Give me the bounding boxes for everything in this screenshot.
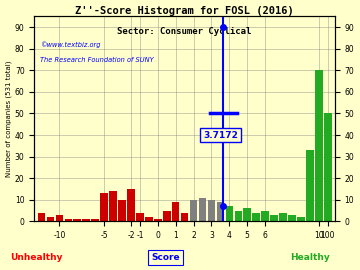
Y-axis label: Number of companies (531 total): Number of companies (531 total) — [5, 61, 12, 177]
Text: Unhealthy: Unhealthy — [10, 253, 62, 262]
Bar — [306, 150, 314, 221]
Bar — [73, 219, 81, 221]
Bar — [190, 200, 197, 221]
Bar — [252, 213, 260, 221]
Bar — [91, 219, 99, 221]
Bar — [38, 213, 45, 221]
Bar — [324, 113, 332, 221]
Bar — [270, 215, 278, 221]
Bar — [163, 211, 171, 221]
Bar — [315, 70, 323, 221]
Bar — [64, 219, 72, 221]
Bar — [118, 200, 126, 221]
Bar — [279, 213, 287, 221]
Bar — [100, 193, 108, 221]
Bar — [297, 217, 305, 221]
Bar — [136, 213, 144, 221]
Title: Z''-Score Histogram for FOSL (2016): Z''-Score Histogram for FOSL (2016) — [75, 6, 294, 16]
Bar — [55, 215, 63, 221]
Bar — [82, 219, 90, 221]
Bar — [226, 206, 233, 221]
Bar — [46, 217, 54, 221]
Bar — [154, 219, 162, 221]
Text: Sector: Consumer Cyclical: Sector: Consumer Cyclical — [117, 27, 252, 36]
Text: ©www.textbiz.org: ©www.textbiz.org — [40, 41, 101, 48]
Text: Healthy: Healthy — [290, 253, 329, 262]
Bar — [172, 202, 180, 221]
Bar — [208, 200, 215, 221]
Bar — [261, 211, 269, 221]
Text: The Research Foundation of SUNY: The Research Foundation of SUNY — [40, 57, 154, 63]
Bar — [243, 208, 251, 221]
Bar — [199, 198, 206, 221]
Bar — [145, 217, 153, 221]
Bar — [288, 215, 296, 221]
Bar — [127, 189, 135, 221]
Text: 3.7172: 3.7172 — [203, 131, 238, 140]
Text: Score: Score — [151, 253, 180, 262]
Bar — [234, 211, 242, 221]
Bar — [181, 213, 188, 221]
Bar — [217, 202, 224, 221]
Bar — [109, 191, 117, 221]
